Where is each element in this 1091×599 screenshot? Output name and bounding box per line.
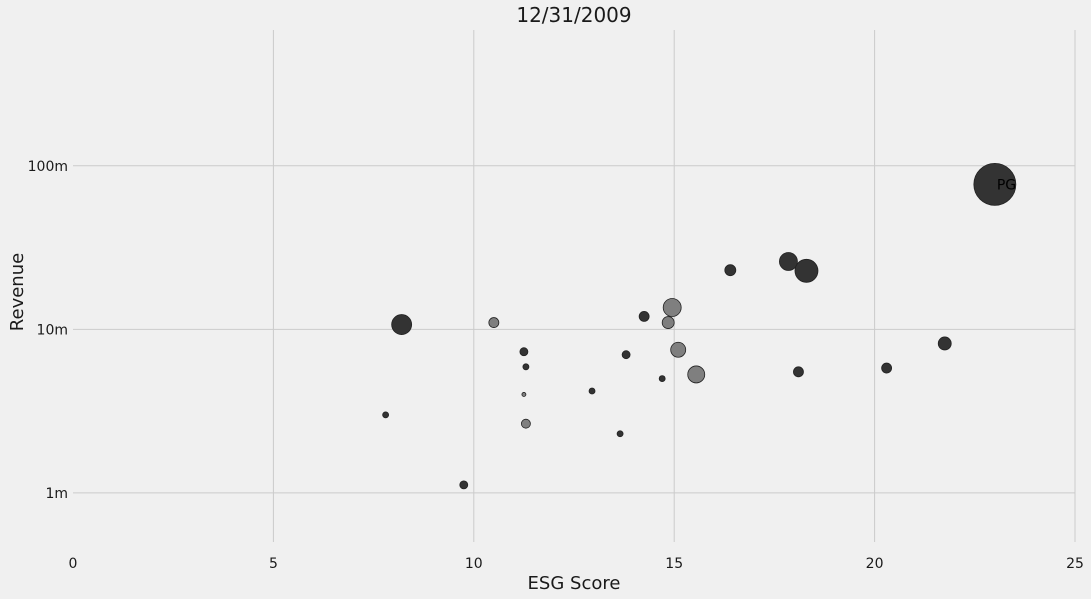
scatter-point [488,317,500,328]
scatter-point [794,258,819,283]
scatter-point [638,310,650,322]
x-tick-label: 15 [665,556,683,572]
scatter-point [616,430,624,438]
y-tick-label: 100m [28,159,68,175]
scatter-point [881,362,893,374]
scatter-point [793,366,804,378]
grid-layer [73,30,1076,542]
scatter-point [687,365,706,384]
scatter-point [670,341,687,358]
scatter-point [724,264,737,277]
point-layer [382,162,1017,490]
scatter-point [937,336,952,351]
scatter-point [621,350,631,360]
scatter-point [973,162,1017,206]
scatter-point [661,316,675,329]
scatter-point [521,392,527,397]
y-axis-label: Revenue [7,253,28,331]
scatter-point [459,480,469,490]
scatter-point [588,387,596,395]
scatter-point [521,418,531,429]
x-tick-label: 5 [269,556,278,572]
x-tick-label: 20 [866,556,884,572]
annotation-layer: PG [997,177,1016,193]
scatter-point [658,375,666,382]
x-tick-label: 0 [69,556,78,572]
tick-layer: 0 5 10 15 20 25 1m 10m 100m [28,159,1084,572]
x-tick-label: 10 [465,556,483,572]
scatter-point [519,347,529,357]
chart-title: 12/31/2009 [516,3,631,27]
scatter-point [522,363,530,371]
y-tick-label: 1m [45,486,68,502]
x-axis-label: ESG Score [528,573,621,594]
point-annotation: PG [997,177,1016,193]
y-tick-label: 10m [37,322,68,338]
scatter-point [391,314,413,335]
x-tick-label: 25 [1066,556,1084,572]
scatter-point [779,252,798,271]
scatter-point [382,411,390,419]
scatter-point [662,298,682,317]
